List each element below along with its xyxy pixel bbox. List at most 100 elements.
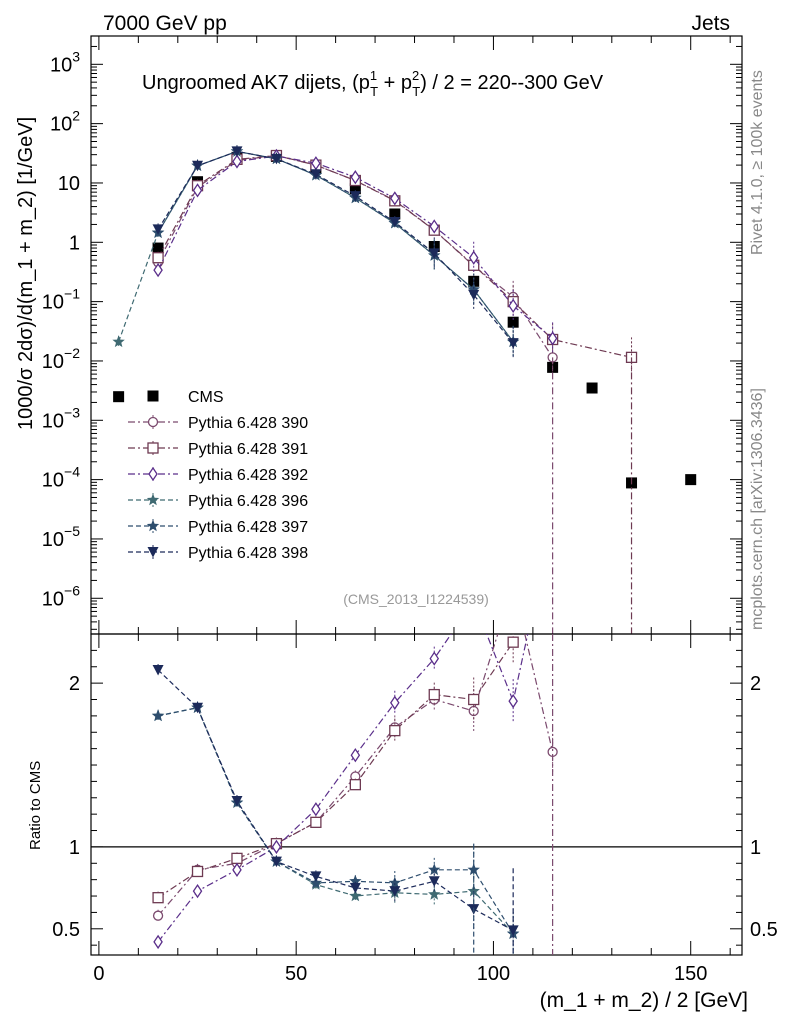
x-axis-label: (m_1 + m_2) / 2 [GeV] xyxy=(540,989,748,1012)
main-data xyxy=(112,144,697,634)
legend-marker-p398 xyxy=(147,547,159,558)
ratio-point-p392 xyxy=(192,883,203,899)
legend-label: Pythia 6.428 397 xyxy=(188,519,308,536)
ratio-point-p398 xyxy=(389,886,401,897)
ratio-point-p391 xyxy=(349,779,361,791)
header-left: 7000 GeV pp xyxy=(103,12,227,35)
ratio-point-p398 xyxy=(428,876,440,887)
data-point-p391 xyxy=(152,252,164,264)
header-right: Jets xyxy=(691,12,730,35)
data-point-cms xyxy=(468,275,480,287)
analysis-id: (CMS_2013_I1224539) xyxy=(343,591,489,607)
y-tick-label: 10−3 xyxy=(42,404,80,432)
series-line-p398 xyxy=(157,150,514,344)
ratio-tick-label: 0.5 xyxy=(52,919,80,941)
ratio-point-p390 xyxy=(509,580,518,589)
data-point-cms xyxy=(349,183,361,195)
series-cms xyxy=(113,150,697,489)
series-line-p391 xyxy=(157,154,632,358)
ratio-line-p390 xyxy=(157,634,554,917)
ratio-point-p391 xyxy=(468,693,480,706)
ratio-tick-label: 1 xyxy=(69,837,80,859)
data-point-p392 xyxy=(468,250,479,265)
data-point-p397 xyxy=(467,283,480,295)
main-ylabel: 1000/σ 2dσ)/d(m_1 + m_2) [1/GeV] xyxy=(15,117,37,430)
ratio-point-p391 xyxy=(389,724,401,737)
ratio-point-p391 xyxy=(231,852,243,865)
legend-item: CMS xyxy=(147,389,224,406)
data-point-cms xyxy=(113,391,125,403)
data-point-p398 xyxy=(349,191,361,202)
x-tick-label: 100 xyxy=(477,963,510,985)
data-point-cms xyxy=(507,316,519,328)
data-point-cms xyxy=(685,474,697,486)
series-p398 xyxy=(152,145,519,360)
legend-item: Pythia 6.428 396 xyxy=(128,493,308,510)
ratio-point-p391 xyxy=(507,636,519,648)
legend-marker-p391 xyxy=(147,442,159,454)
ratio-line-p391 xyxy=(157,641,514,899)
y-tick-label: 10−2 xyxy=(42,345,80,373)
series-line-p396 xyxy=(118,150,514,343)
ratio-point-p390 xyxy=(152,910,164,921)
ratio-series-p392 xyxy=(153,634,529,950)
ratio-point-p396 xyxy=(428,887,441,900)
ratio-ylabel: Ratio to CMS xyxy=(27,761,44,850)
data-point-cms xyxy=(152,242,164,254)
ratio-series-p398 xyxy=(152,664,519,953)
x-tick-label: 150 xyxy=(674,963,707,985)
legend-label: CMS xyxy=(188,389,224,406)
legend-item: Pythia 6.428 398 xyxy=(128,545,308,562)
ratio-tick-label-right: 0.5 xyxy=(750,919,778,941)
ratio-point-p392 xyxy=(232,862,242,878)
mcplots-label: mcplots.cern.ch [arXiv:1306.3436] xyxy=(749,388,766,630)
ratio-point-p392 xyxy=(153,934,163,950)
data-point-p392 xyxy=(232,154,242,169)
ratio-point-p392 xyxy=(508,693,518,709)
data-point-p398 xyxy=(270,153,282,165)
ratio-tick-label-right: 2 xyxy=(750,673,761,695)
ratio-point-p391 xyxy=(310,816,322,828)
y-tick-label: 102 xyxy=(50,108,80,136)
ratio-point-p391 xyxy=(152,892,164,904)
data-point-p392 xyxy=(153,262,163,278)
ratio-point-p391 xyxy=(191,865,204,878)
ratio-point-p398 xyxy=(152,665,164,676)
y-tick-label: 10−6 xyxy=(42,582,80,610)
ratio-point-p396 xyxy=(349,889,362,902)
x-tick-label: 0 xyxy=(93,963,104,985)
data-point-p398 xyxy=(389,216,401,228)
legend-label: Pythia 6.428 396 xyxy=(188,493,308,510)
ratio-point-p392 xyxy=(350,748,361,763)
y-tick-label: 10−4 xyxy=(42,464,80,492)
ratio-point-p398 xyxy=(310,871,322,882)
ratio-point-p397 xyxy=(388,876,401,889)
data-point-p392 xyxy=(429,219,440,234)
legend-item: Pythia 6.428 391 xyxy=(128,441,308,458)
series-p397 xyxy=(151,144,520,358)
y-tick-label: 10−1 xyxy=(42,286,80,314)
legend: CMS Pythia 6.428 390 Pythia 6.428 391 Pythi… xyxy=(128,389,308,562)
ratio-point-p397 xyxy=(151,709,165,722)
ratio-series-p397 xyxy=(151,701,520,955)
ratio-series-p396 xyxy=(151,701,520,955)
data-point-p398 xyxy=(428,248,440,259)
ratio-point-p396 xyxy=(467,884,480,897)
ratio-point-p398 xyxy=(192,702,204,714)
ratio-tick-label-right: 1 xyxy=(750,837,761,859)
legend-item: Pythia 6.428 392 xyxy=(128,466,308,484)
ratio-data xyxy=(151,580,558,955)
rivet-label: Rivet 4.1.0, ≥ 100k events xyxy=(749,70,766,255)
legend-label: Pythia 6.428 390 xyxy=(188,415,308,432)
data-point-p396 xyxy=(112,335,125,348)
data-point-p398 xyxy=(231,146,243,157)
ratio-point-p392 xyxy=(271,839,282,855)
legend-label: Pythia 6.428 398 xyxy=(188,545,308,562)
ratio-point-p391 xyxy=(428,688,440,701)
ratio-point-p392 xyxy=(429,651,440,666)
ratio-tick-label: 2 xyxy=(69,673,80,695)
ratio-series-p391 xyxy=(152,634,519,904)
data-point-p392 xyxy=(350,170,361,185)
